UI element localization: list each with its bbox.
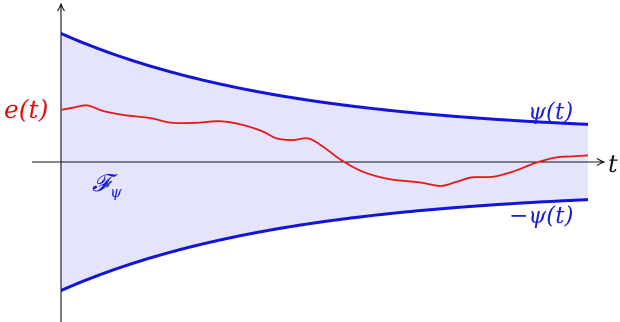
upper-bound-curve (60, 32, 589, 126)
lower-bound-label: −ψ(t) (509, 203, 574, 229)
time-axis-label: t (608, 150, 618, 178)
funnel-label: 𝓕 ψ (92, 169, 122, 201)
error-curve (60, 104, 589, 187)
upper-bound-label: ψ(t) (528, 99, 573, 125)
funnel-subscript: ψ (110, 183, 122, 201)
error-label: e(t) (4, 95, 48, 124)
lower-bound-curve (60, 198, 589, 292)
